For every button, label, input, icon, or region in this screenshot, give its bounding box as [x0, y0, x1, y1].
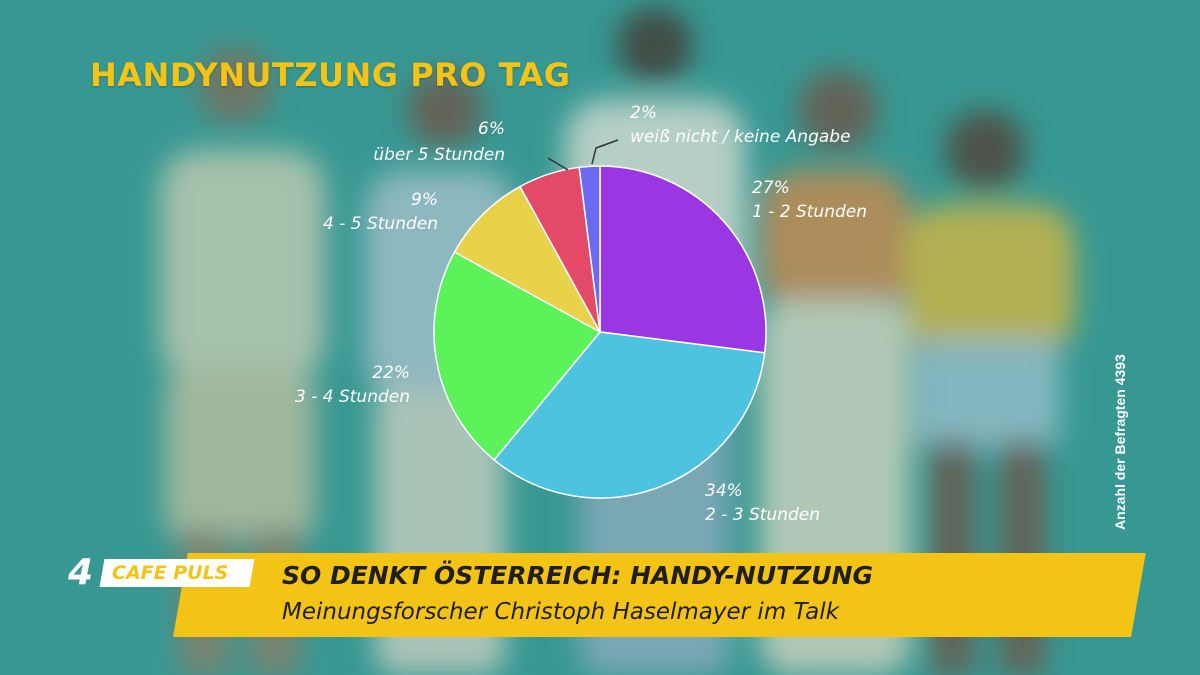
lower-third-banner: 4 CAFE PULS SO DENKT ÖSTERREICH: HANDY-N…	[68, 552, 1146, 639]
pie-slice	[493, 331, 766, 499]
banner-subline: Meinungsforscher Christoph Haselmayer im…	[282, 599, 839, 625]
pie-slice	[453, 185, 602, 334]
slice-category-label: über 5 Stunden	[373, 145, 505, 165]
slice-category-label: 2 - 3 Stunden	[705, 505, 820, 525]
leader-line	[547, 157, 569, 171]
slice-percent-label: 6%	[478, 119, 505, 139]
show-logo-text: CAFE PULS	[112, 562, 229, 584]
banner-headline: SO DENKT ÖSTERREICH: HANDY-NUTZUNG	[282, 561, 874, 590]
chart-title: HANDYNUTZUNG PRO TAG	[90, 56, 571, 94]
slice-category-label: 4 - 5 Stunden	[323, 214, 438, 234]
pie-slice	[599, 165, 767, 354]
slice-labels: 27% 1 - 2 Stunden 34% 2 - 3 Stunden 22% 3 - 4…	[295, 103, 867, 525]
slice-percent-label: 34%	[705, 481, 743, 501]
slice-percent-label: 27%	[752, 178, 790, 198]
slice-category-label: 3 - 4 Stunden	[295, 387, 410, 407]
leader-line	[591, 139, 619, 165]
slice-percent-label: 9%	[411, 190, 438, 210]
pie-slices	[433, 165, 767, 499]
pie-slice	[578, 165, 601, 333]
slice-percent-label: 22%	[372, 363, 410, 383]
pie-slice	[433, 251, 602, 461]
channel-logo-number: 4	[68, 552, 94, 593]
slice-percent-label: 2%	[630, 103, 657, 123]
slice-category-label: 1 - 2 Stunden	[752, 202, 867, 222]
slice-category-label: weiß nicht / keine Angabe	[630, 127, 851, 147]
leader-lines	[547, 139, 619, 171]
respondent-count-note: Anzahl der Befragten 4393	[1112, 354, 1128, 530]
